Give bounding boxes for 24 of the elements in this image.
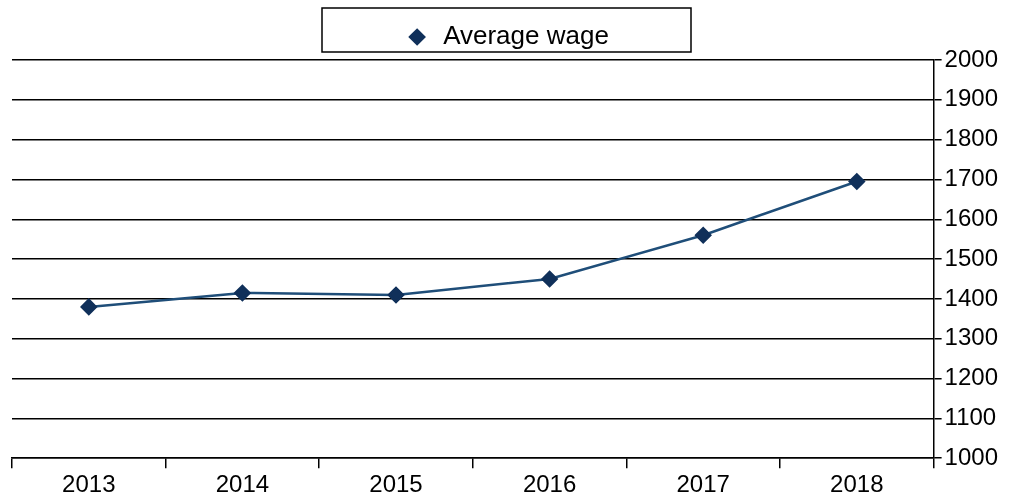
y-tick-label: 1100	[944, 403, 997, 431]
point	[694, 226, 712, 244]
y-tick-label: 1400	[944, 283, 998, 311]
point	[387, 286, 405, 304]
x-tick-label: 2014	[215, 470, 270, 498]
point	[234, 284, 251, 302]
y-tick-label: 1900	[944, 84, 998, 112]
y-tick-label: 1800	[944, 124, 998, 152]
y-tick-label: 1600	[944, 203, 998, 231]
legend-label: Average wage	[443, 20, 609, 51]
x-tick-label: 2015	[369, 470, 423, 498]
y-tick-label: 1300	[944, 323, 998, 351]
point	[541, 270, 558, 288]
point	[848, 173, 866, 190]
y-tick-label: 1000	[944, 442, 998, 470]
y-tick-label: 1200	[944, 363, 998, 391]
x-tick-label: 2017	[676, 470, 730, 498]
y-tick-label: 2000	[944, 44, 998, 72]
y-tick-label: 1500	[944, 243, 998, 271]
y-tick-label: 1700	[944, 164, 998, 192]
x-tick-label: 2018	[830, 470, 884, 498]
point	[80, 298, 98, 316]
x-tick-label: 2016	[522, 470, 577, 498]
x-tick-label: 2013	[62, 470, 116, 498]
